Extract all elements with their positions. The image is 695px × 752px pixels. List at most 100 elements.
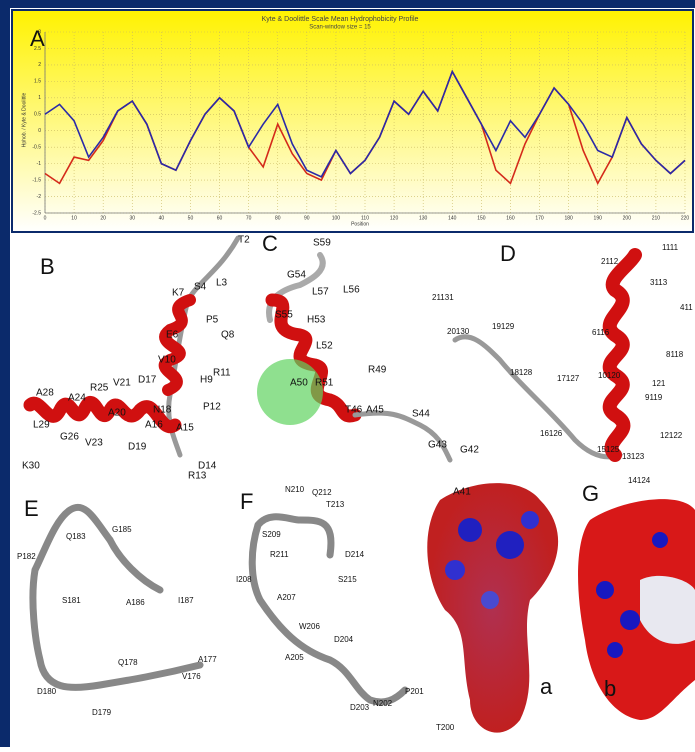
x-tick-label: 40 <box>159 215 165 221</box>
residue-label: L56 <box>343 285 360 296</box>
residue-label: L3 <box>216 278 228 289</box>
y-tick-label: -0.5 <box>32 145 41 151</box>
residue-label: G26 <box>60 432 79 443</box>
patch <box>620 610 640 630</box>
patch <box>445 560 465 580</box>
residue-label: I187 <box>178 596 194 605</box>
y-tick-label: 0.5 <box>34 112 41 118</box>
patch <box>596 581 614 599</box>
chart-title: Kyte & Doolittle Scale Mean Hydrophobici… <box>262 16 419 23</box>
residue-label: V10 <box>158 355 176 366</box>
residue-label: 13123 <box>622 452 645 461</box>
x-tick-label: 200 <box>623 215 632 221</box>
residue-label: H9 <box>200 375 213 386</box>
y-tick-label: 2 <box>38 62 41 68</box>
residue-label: K7 <box>172 288 185 299</box>
residue-label: 2112 <box>601 257 619 266</box>
residue-label: T213 <box>326 500 345 509</box>
x-tick-label: 150 <box>477 215 486 221</box>
residue-label: N210 <box>285 485 305 494</box>
residue-label: L29 <box>33 420 50 431</box>
x-tick-label: 170 <box>535 215 544 221</box>
panel-letter: E <box>24 496 39 521</box>
residue-label: D19 <box>128 442 147 453</box>
y-tick-label: 1 <box>38 95 41 101</box>
residue-label: A177 <box>198 655 217 664</box>
residue-label: 17127 <box>557 374 580 383</box>
patch <box>496 531 524 559</box>
residue-label: Q178 <box>118 658 138 667</box>
patch <box>458 518 482 542</box>
residue-label: 19129 <box>492 322 515 331</box>
residue-label: A20 <box>108 408 126 419</box>
residue-label: L52 <box>316 341 333 352</box>
residue-label: T2 <box>238 235 250 246</box>
residue-label: R11 <box>213 368 231 379</box>
x-tick-label: 110 <box>361 215 369 221</box>
residue-label: A28 <box>36 388 54 399</box>
residue-label: T46 <box>345 405 363 416</box>
y-tick-label: -1 <box>37 161 42 167</box>
panel-letter: C <box>262 231 278 256</box>
residue-label: 6116 <box>592 328 610 337</box>
patch <box>521 511 539 529</box>
residue-label: A207 <box>277 593 296 602</box>
residue-label: 121 <box>652 379 666 388</box>
helix <box>265 293 362 423</box>
y-axis-label: Hphob. / Kyte & Doolittle <box>21 93 27 148</box>
residue-label: N202 <box>373 699 393 708</box>
coil <box>248 521 409 706</box>
residue-label: K30 <box>22 461 40 472</box>
x-axis-label: Position <box>351 221 369 227</box>
coil <box>106 536 164 594</box>
coil <box>29 503 204 691</box>
residue-label: P12 <box>203 402 221 413</box>
x-tick-label: 80 <box>275 215 281 221</box>
x-tick-label: 120 <box>390 215 399 221</box>
residue-label: 411 <box>680 303 693 312</box>
y-tick-label: -1.5 <box>32 177 41 183</box>
patch <box>607 642 623 658</box>
residue-label: 12122 <box>660 431 683 440</box>
residue-label: N18 <box>153 405 172 416</box>
residue-label: A186 <box>126 598 145 607</box>
residue-label: I208 <box>236 575 252 584</box>
residue-label: V21 <box>113 378 131 389</box>
residue-label: a <box>540 674 553 699</box>
panel-letter: B <box>40 254 55 279</box>
residue-label: S4 <box>194 282 207 293</box>
residue-label: G42 <box>460 445 479 456</box>
residue-label: 14124 <box>628 476 651 485</box>
residue-label: V23 <box>85 438 103 449</box>
residue-label: S59 <box>313 238 331 249</box>
residue-label: 8118 <box>666 350 684 359</box>
coil <box>254 513 335 559</box>
series-line <box>44 69 686 178</box>
residue-label: 10120 <box>598 371 621 380</box>
residue-label: 15125 <box>597 445 620 454</box>
panel-letter: A <box>30 26 45 51</box>
residue-label: S55 <box>275 310 293 321</box>
panel-a <box>11 9 694 233</box>
y-tick-label: 1.5 <box>34 79 41 85</box>
residue-label: 18128 <box>510 368 533 377</box>
residue-label: S215 <box>338 575 357 584</box>
residue-label: R25 <box>90 383 109 394</box>
coil <box>452 334 623 460</box>
residue-label: Q212 <box>312 488 332 497</box>
residue-label: S181 <box>62 596 81 605</box>
x-tick-label: 90 <box>304 215 310 221</box>
residue-label: A205 <box>285 653 304 662</box>
residue-label: A50 <box>290 378 308 389</box>
residue-label: W206 <box>299 622 320 631</box>
residue-label: G43 <box>428 440 447 451</box>
residue-label: D214 <box>345 550 365 559</box>
residue-label: L57 <box>312 287 329 298</box>
residue-label: P182 <box>17 552 36 561</box>
helix <box>23 395 182 433</box>
residue-label: 1111 <box>662 243 679 252</box>
x-tick-label: 220 <box>681 215 690 221</box>
residue-label: S209 <box>262 530 281 539</box>
